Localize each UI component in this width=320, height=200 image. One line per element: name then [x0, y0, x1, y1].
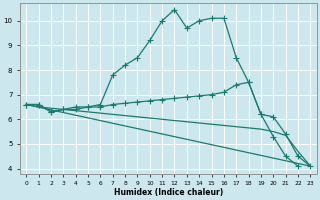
X-axis label: Humidex (Indice chaleur): Humidex (Indice chaleur): [114, 188, 223, 197]
